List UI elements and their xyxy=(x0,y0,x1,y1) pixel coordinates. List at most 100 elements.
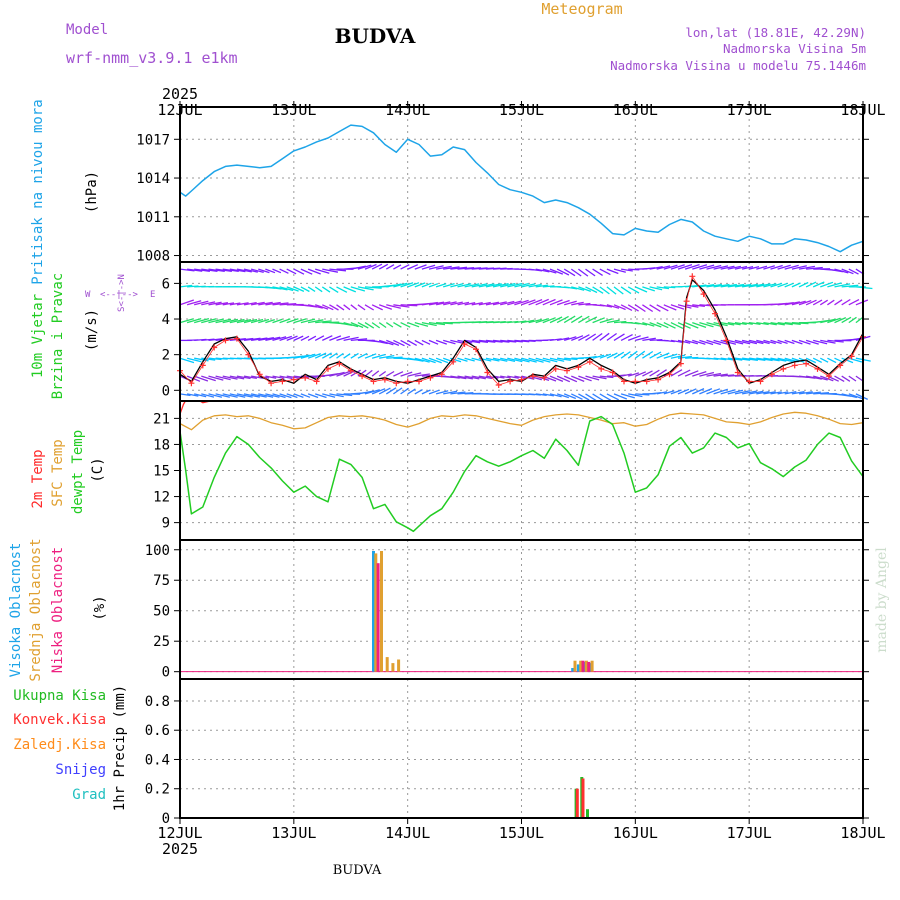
wind-side-label-1: 10m Vjetar xyxy=(30,294,46,378)
wind-arrow xyxy=(684,263,700,270)
wind-arrow xyxy=(556,357,572,362)
wind-arrow xyxy=(464,375,480,380)
wind-arrow xyxy=(258,336,275,342)
wind-arrow xyxy=(393,282,408,288)
wind-arrow xyxy=(428,321,446,326)
wind-arrow xyxy=(841,393,858,399)
wind-arrow xyxy=(820,375,834,382)
wind-arrow xyxy=(414,339,424,346)
wind-arrow xyxy=(179,268,195,272)
wind-arrow xyxy=(749,357,766,361)
wind-arrow xyxy=(293,318,307,324)
wind-arrow xyxy=(592,332,603,341)
wind-arrow xyxy=(620,373,632,377)
wind-arrow xyxy=(627,304,639,312)
y-tick-label: 0 xyxy=(162,383,170,399)
wind-arrow xyxy=(549,357,565,362)
pressure-side-label: Pritisak na nivou mora xyxy=(30,99,46,284)
wind-arrow xyxy=(435,265,452,270)
wind-arrow xyxy=(450,266,468,270)
wind-arrow xyxy=(528,298,543,306)
wind-arrow xyxy=(763,265,775,270)
wind-arrow xyxy=(514,320,527,324)
wind-arrow xyxy=(827,339,844,343)
wind-arrow xyxy=(606,332,617,341)
wind-arrow xyxy=(314,304,329,310)
wind-arrow xyxy=(393,339,405,347)
wind-arrow xyxy=(428,339,439,345)
wind-arrow xyxy=(578,334,590,341)
wind-arrow xyxy=(805,281,817,288)
wind-arrow xyxy=(620,334,633,341)
wind-arrow xyxy=(635,286,648,293)
wind-arrow xyxy=(677,339,691,344)
wind-arrow xyxy=(286,268,297,275)
wind-arrow xyxy=(784,339,795,345)
wind-arrow xyxy=(720,374,735,377)
wind-arrow xyxy=(364,353,377,359)
y-tick-label: 50 xyxy=(153,604,170,620)
wind-arrow xyxy=(272,302,289,306)
wind-arrow xyxy=(215,375,231,381)
wind-arrow xyxy=(307,352,322,359)
wind-arrow xyxy=(279,318,291,324)
wind-arrow xyxy=(749,283,765,288)
wind-arrow xyxy=(570,315,583,324)
wind-arrow xyxy=(670,389,682,395)
wind-arrow xyxy=(507,300,522,306)
wind-arrow xyxy=(251,337,268,342)
wind-arrow xyxy=(407,282,420,288)
wind-arrow xyxy=(528,318,542,324)
wind-arrow xyxy=(720,321,735,326)
wind-arrow xyxy=(692,321,707,329)
wind-arrow xyxy=(620,304,633,311)
wind-arrow xyxy=(770,391,782,395)
wind-arrow xyxy=(549,338,562,342)
wind-arrow xyxy=(258,301,273,306)
wind-arrow xyxy=(350,321,364,329)
wind-arrow xyxy=(620,286,632,295)
wind-arrow xyxy=(834,375,845,382)
wind-arrow xyxy=(435,339,448,345)
wind-arrow xyxy=(286,318,299,324)
wind-arrow xyxy=(649,338,663,342)
wind-arrow xyxy=(272,393,286,399)
wind-speed-line xyxy=(179,279,864,384)
y-tick-label: 0.6 xyxy=(145,723,170,739)
wind-arrow xyxy=(613,320,627,324)
wind-arrow xyxy=(222,393,238,398)
wind-arrow xyxy=(734,390,751,395)
wind-arrow xyxy=(179,393,191,397)
wind-arrow xyxy=(770,357,787,362)
wind-arrow xyxy=(649,369,660,377)
precip-legend-total: Ukupna Kisa xyxy=(13,688,106,704)
wind-arrow xyxy=(706,388,721,395)
wind-arrow xyxy=(414,373,430,377)
wind-arrow xyxy=(549,299,563,306)
pressure-ylabel: (hPa) xyxy=(84,171,100,213)
wind-arrow xyxy=(656,391,668,395)
wind-arrow xyxy=(720,265,735,270)
wind-arrow xyxy=(350,352,359,359)
wind-arrow xyxy=(812,357,822,363)
wind-arrow xyxy=(713,339,729,346)
cloud-side-label-high: Visoka Oblacnost xyxy=(8,543,24,678)
wind-arrow xyxy=(692,370,707,377)
wind-arrow xyxy=(208,357,222,361)
wind-arrow xyxy=(421,264,436,270)
wind-arrow xyxy=(293,286,305,292)
wind-arrow xyxy=(571,286,585,291)
wind-arrow xyxy=(720,283,737,288)
wind-arrow xyxy=(229,268,246,273)
wind-arrow xyxy=(435,282,447,288)
wind-arrow xyxy=(535,268,550,273)
wind-arrow xyxy=(500,375,511,379)
wind-arrow xyxy=(457,301,470,306)
cloud-side-label-low: Niska Oblacnost xyxy=(50,547,66,673)
wind-arrow xyxy=(642,370,653,377)
wind-arrow xyxy=(279,268,289,274)
wind-arrow xyxy=(706,339,721,346)
wind-arrow xyxy=(613,268,626,273)
wind-arrow xyxy=(336,286,348,293)
wind-arrow xyxy=(663,390,675,395)
